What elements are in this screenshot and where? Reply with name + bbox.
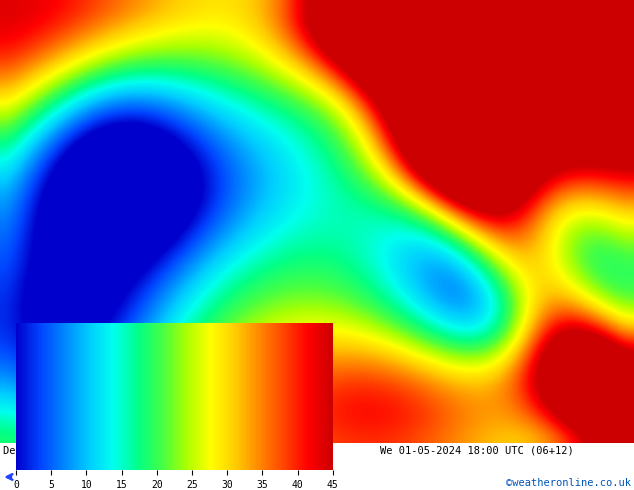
Text: ©weatheronline.co.uk: ©weatheronline.co.uk	[506, 478, 631, 488]
Text: Deep layer shear (0-6km) [m/s] ECMWF: Deep layer shear (0-6km) [m/s] ECMWF	[3, 446, 228, 456]
Text: We 01-05-2024 18:00 UTC (06+12): We 01-05-2024 18:00 UTC (06+12)	[380, 446, 574, 456]
